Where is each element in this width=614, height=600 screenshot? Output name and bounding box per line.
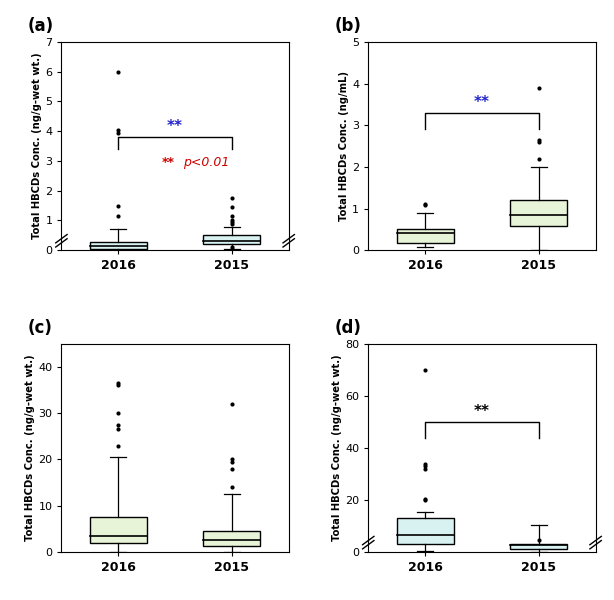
Text: **: ** (161, 155, 174, 169)
Bar (397, 518, 454, 544)
Bar (90, 242, 147, 248)
Y-axis label: Total HBCDs Conc. (ng/g-wet wt.): Total HBCDs Conc. (ng/g-wet wt.) (25, 355, 36, 541)
Bar (510, 200, 567, 226)
Text: (d): (d) (334, 319, 361, 337)
Text: (c): (c) (27, 319, 52, 337)
Text: (a): (a) (27, 17, 53, 35)
Bar (203, 531, 260, 547)
Text: **: ** (474, 95, 490, 110)
Bar (510, 544, 567, 550)
Text: **: ** (167, 119, 183, 134)
Y-axis label: Total HBCDs Conc. (ng/g-wet wt.): Total HBCDs Conc. (ng/g-wet wt.) (33, 53, 42, 239)
Bar (203, 235, 260, 244)
Bar (90, 517, 147, 543)
Bar (397, 229, 454, 242)
Y-axis label: Total HBCDs Conc. (ng/mL): Total HBCDs Conc. (ng/mL) (340, 71, 349, 221)
Text: (b): (b) (334, 17, 361, 35)
Text: **: ** (474, 404, 490, 419)
Text: p<0.01: p<0.01 (183, 155, 230, 169)
Y-axis label: Total HBCDs Conc. (ng/g-wet wt.): Total HBCDs Conc. (ng/g-wet wt.) (332, 355, 343, 541)
